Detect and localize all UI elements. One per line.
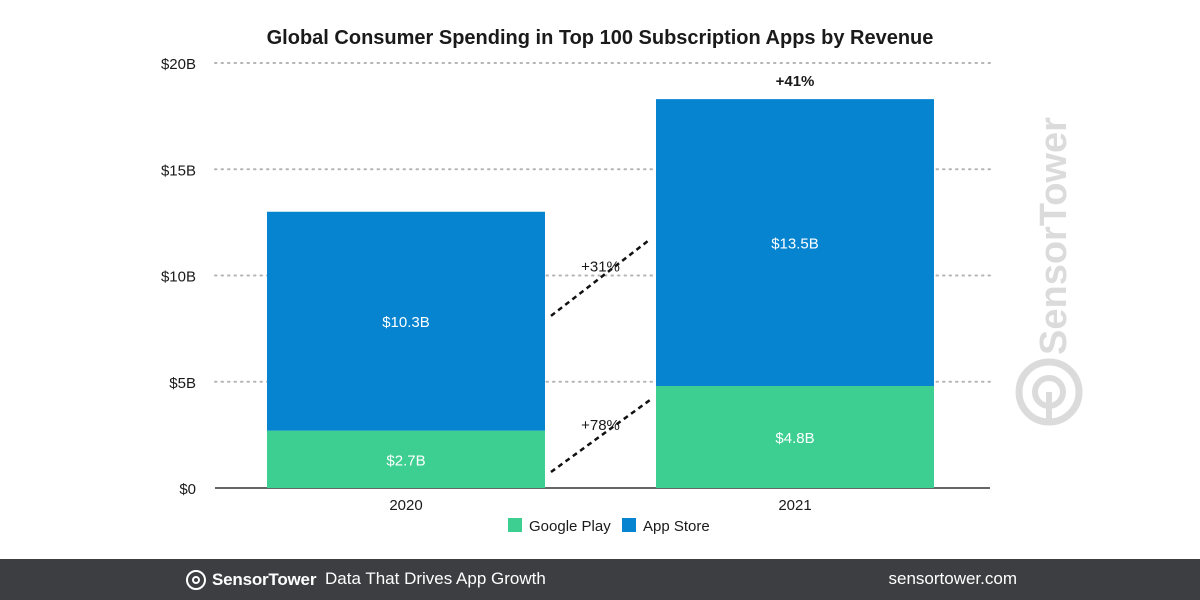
bar-app-store-2020 [267,211,545,431]
legend-label: App Store [643,518,710,535]
bar-google-play-2021 [656,386,934,488]
google-play-growth-connector [550,398,651,474]
legend: Google Play App Store [508,518,710,535]
x-axis: 2020 2021 [389,497,811,514]
total-growth-label: +41% [776,73,815,90]
bar-value-label: $4.8B [775,430,814,447]
bar-value-label: $13.5B [771,236,819,253]
watermark-brand: SensorTower [1033,117,1075,355]
sensortower-logo-icon [186,570,206,590]
x-tick-label: 2021 [778,497,811,514]
bar-google-play-2020 [267,430,545,488]
x-tick-label: 2020 [389,497,422,514]
y-tick-label: $0 [179,481,196,498]
annotations: +78% +31% +41% [550,73,815,474]
watermark: SensorTower [1015,117,1083,426]
footer-brand: SensorTower [212,570,317,589]
google-play-growth-label: +78% [581,417,620,434]
sensortower-watermark-icon [1015,358,1083,426]
footer-logo[interactable]: SensorTower [186,568,316,592]
footer-bar: SensorTower Data That Drives App Growth … [0,559,1200,600]
bar-value-label: $10.3B [382,314,430,331]
y-tick-label: $20B [161,56,196,73]
chart-title: Global Consumer Spending in Top 100 Subs… [267,27,934,49]
y-tick-label: $5B [169,375,196,392]
footer-url[interactable]: sensortower.com [888,569,1018,588]
app-store-growth-label: +31% [581,259,620,276]
legend-swatch [508,518,522,532]
y-tick-label: $10B [161,269,196,286]
bar-app-store-2021 [656,99,934,386]
chart: Global Consumer Spending in Top 100 Subs… [161,27,1083,535]
bars: $2.7B $10.3B $4.8B $13.5B [267,99,934,488]
legend-swatch [622,518,636,532]
app-store-growth-connector [550,238,651,317]
y-axis: $0 $5B $10B $15B $20B [161,56,196,498]
footer-tagline: Data That Drives App Growth [325,569,546,588]
legend-label: Google Play [529,518,611,535]
y-tick-label: $15B [161,162,196,179]
bar-value-label: $2.7B [386,452,425,469]
